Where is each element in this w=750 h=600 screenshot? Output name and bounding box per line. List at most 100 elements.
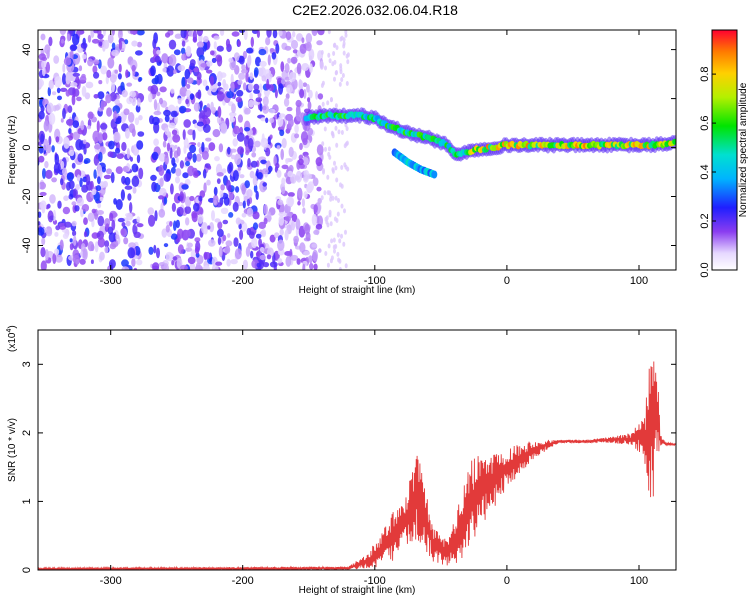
heatmap-cell bbox=[97, 203, 102, 209]
heatmap-cell bbox=[161, 53, 169, 64]
heatmap-cell bbox=[206, 69, 213, 74]
heatmap-cell bbox=[75, 259, 80, 265]
heatmap-cell bbox=[255, 190, 259, 200]
heatmap-cell bbox=[231, 103, 236, 114]
heatmap-cell bbox=[129, 90, 136, 98]
heatmap-cell bbox=[285, 93, 290, 100]
heatmap-cell bbox=[164, 115, 170, 123]
heatmap-cell bbox=[47, 210, 54, 223]
heatmap-cell bbox=[162, 140, 167, 148]
heatmap-cell bbox=[156, 247, 160, 259]
heatmap-cell bbox=[283, 97, 290, 107]
heatmap-cell bbox=[301, 37, 305, 44]
heatmap-cell bbox=[87, 212, 95, 222]
heatmap-cell bbox=[212, 129, 221, 138]
heatmap-cell bbox=[154, 55, 161, 63]
heatmap-cell bbox=[62, 107, 66, 120]
heatmap-cell bbox=[672, 138, 676, 145]
heatmap-cell bbox=[307, 97, 311, 103]
heatmap-cell bbox=[165, 224, 170, 233]
heatmap-cell bbox=[225, 38, 231, 48]
heatmap-cell bbox=[94, 241, 99, 253]
heatmap-cell bbox=[53, 55, 60, 64]
heatmap-cell bbox=[40, 200, 47, 211]
heatmap-cell bbox=[52, 253, 57, 265]
heatmap-cell bbox=[313, 204, 318, 213]
heatmap-cell bbox=[93, 71, 100, 79]
heatmap-cell bbox=[217, 221, 223, 230]
heatmap-cell bbox=[220, 207, 229, 214]
heatmap-cell bbox=[268, 108, 276, 114]
heatmap-cell bbox=[202, 124, 211, 133]
heatmap-cell bbox=[216, 178, 221, 185]
heatmap-cell bbox=[184, 68, 191, 80]
heatmap-cell bbox=[63, 195, 69, 201]
snr-series bbox=[38, 361, 676, 570]
heatmap-cell bbox=[187, 242, 193, 248]
heatmap-cell bbox=[303, 250, 310, 256]
heatmap-cell bbox=[196, 121, 205, 127]
heatmap-cell bbox=[235, 186, 240, 193]
heatmap-cell bbox=[83, 231, 88, 238]
heatmap-cell bbox=[38, 221, 41, 226]
heatmap-cell bbox=[290, 39, 299, 50]
heatmap-cell bbox=[290, 56, 298, 64]
heatmap-cell bbox=[343, 208, 346, 214]
heatmap-cell bbox=[136, 41, 143, 48]
heatmap-cell bbox=[48, 36, 53, 47]
heatmap-cell bbox=[98, 41, 103, 47]
heatmap-cell bbox=[193, 102, 200, 112]
heatmap-cell bbox=[184, 206, 192, 214]
heatmap-cell bbox=[290, 254, 299, 261]
heatmap-cell bbox=[239, 174, 245, 179]
heatmap-cell bbox=[303, 174, 309, 181]
heatmap-cell bbox=[201, 150, 209, 160]
heatmap-cell bbox=[334, 70, 338, 76]
heatmap-cell bbox=[345, 126, 349, 132]
heatmap-cell bbox=[337, 129, 341, 135]
heatmap-cell bbox=[67, 105, 73, 113]
heatmap-cell bbox=[226, 258, 231, 267]
heatmap-cell bbox=[284, 229, 289, 241]
heatmap-cell bbox=[345, 81, 349, 86]
heatmap-cell bbox=[293, 235, 299, 244]
heatmap-cell bbox=[216, 91, 225, 102]
heatmap-cell bbox=[242, 200, 246, 209]
heatmap-cell bbox=[107, 57, 115, 69]
heatmap-cell bbox=[217, 236, 222, 246]
heatmap-cell bbox=[311, 213, 318, 226]
heatmap-cell bbox=[133, 267, 138, 270]
heatmap-cell bbox=[245, 70, 249, 83]
heatmap-cell bbox=[197, 214, 204, 224]
heatmap-cell bbox=[202, 79, 208, 87]
heatmap-cell bbox=[192, 171, 199, 178]
y-tick-label: -40 bbox=[21, 238, 33, 254]
heatmap-cell bbox=[255, 251, 260, 257]
heatmap-cell bbox=[278, 215, 285, 226]
heatmap-cell bbox=[335, 177, 339, 183]
heatmap-cell bbox=[294, 124, 299, 134]
heatmap-cell bbox=[76, 96, 82, 102]
heatmap-cells bbox=[38, 30, 676, 270]
heatmap-cell bbox=[286, 106, 293, 112]
heatmap-cell bbox=[329, 196, 333, 202]
heatmap-cell bbox=[304, 223, 311, 235]
heatmap-cell bbox=[198, 195, 203, 202]
heatmap-cell bbox=[259, 60, 267, 67]
heatmap-cell bbox=[267, 136, 271, 147]
heatmap-cell bbox=[78, 65, 83, 72]
heatmap-cell bbox=[177, 97, 182, 105]
heatmap-cell bbox=[84, 92, 91, 100]
heatmap-cell bbox=[196, 262, 201, 269]
heatmap-cell bbox=[166, 65, 175, 77]
heatmap-cell bbox=[133, 231, 141, 238]
heatmap-cell bbox=[262, 105, 267, 111]
heatmap-cell bbox=[98, 133, 103, 144]
heatmap-cell bbox=[97, 91, 105, 100]
heatmap-cell bbox=[131, 258, 136, 267]
heatmap-cell bbox=[175, 157, 179, 164]
heatmap-cell bbox=[216, 71, 223, 82]
heatmap-cell bbox=[278, 212, 287, 217]
colorbar-tick-label: 0.4 bbox=[699, 164, 711, 179]
heatmap-cell bbox=[329, 221, 333, 227]
